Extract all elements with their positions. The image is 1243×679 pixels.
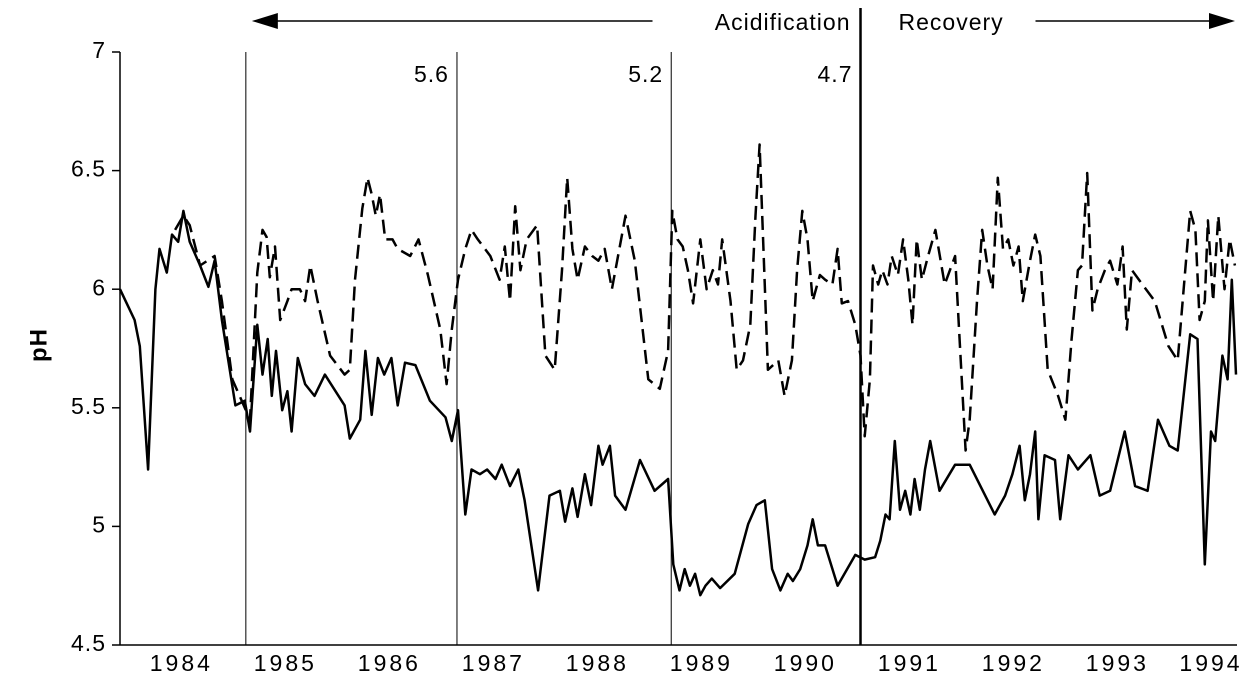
y-tick-label: 6.5 xyxy=(71,156,106,182)
arrow-head xyxy=(1209,13,1235,29)
arrow-head xyxy=(251,13,278,29)
x-tick-label: 1986 xyxy=(358,650,421,676)
x-tick-label: 1992 xyxy=(982,650,1045,676)
y-axis-label: pH xyxy=(25,328,52,362)
y-tick-label: 4.5 xyxy=(71,630,106,656)
x-tick-label: 1985 xyxy=(254,650,317,676)
x-tick-label: 1987 xyxy=(462,650,525,676)
x-tick-label: 1994 xyxy=(1179,650,1242,676)
y-tick-label: 6 xyxy=(92,274,106,300)
phase-label: 4.7 xyxy=(818,61,853,87)
solid-line xyxy=(118,209,1238,597)
dashed-line xyxy=(174,143,1237,452)
y-tick-label: 5 xyxy=(92,511,106,537)
y-tick-label: 7 xyxy=(92,37,106,63)
x-tick-label: 1984 xyxy=(150,650,213,676)
x-tick-label: 1990 xyxy=(774,650,837,676)
recovery-label: Recovery xyxy=(899,9,1004,35)
phase-label: 5.6 xyxy=(414,61,449,87)
x-tick-label: 1989 xyxy=(670,650,733,676)
phase-label: 5.2 xyxy=(628,61,663,87)
x-tick-label: 1988 xyxy=(566,650,629,676)
x-tick-label: 1991 xyxy=(878,650,941,676)
acidification-label: Acidification xyxy=(715,9,851,35)
x-tick-label: 1993 xyxy=(1086,650,1149,676)
y-tick-label: 5.5 xyxy=(71,393,106,419)
